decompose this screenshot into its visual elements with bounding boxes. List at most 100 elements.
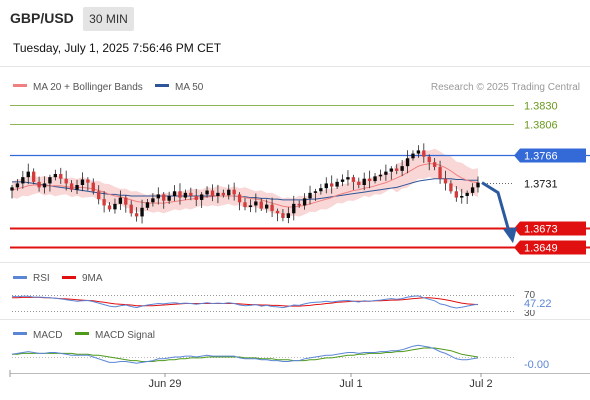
candle-body (313, 191, 318, 193)
candle-body (91, 182, 95, 192)
candle-body (189, 192, 193, 196)
candle-body (75, 185, 79, 190)
rsi-legend-label: RSI (33, 273, 50, 284)
forecast-arrow (481, 181, 512, 236)
candle-body (237, 194, 242, 203)
candle-body (162, 194, 166, 201)
macd-legend-label: MACD (33, 330, 62, 341)
candle-body (59, 174, 63, 179)
candle-body (432, 162, 437, 167)
level-label: 1.3673 (524, 224, 558, 236)
x-tick-label: Jul 1 (339, 378, 362, 390)
level-tag (514, 240, 586, 255)
candle-body (113, 203, 117, 210)
x-tick-label: Jun 29 (148, 378, 181, 390)
candle-body (319, 188, 323, 192)
candle-body (172, 191, 177, 196)
candle-body (156, 194, 160, 199)
ma50-line (12, 178, 478, 201)
candle-body (308, 192, 312, 199)
rsi-ma-legend-swatch (62, 276, 76, 279)
candle-body (422, 150, 426, 157)
candle-body (427, 156, 431, 163)
candle-body (367, 178, 372, 182)
candle-body (232, 189, 236, 195)
ma20-line (11, 163, 479, 208)
candle-body (31, 171, 36, 182)
candles (10, 143, 480, 224)
rsi-ma-line (12, 296, 479, 307)
datetime-label: Tuesday, July 1, 2025 7:56:46 PM CET (13, 41, 222, 55)
candle-body (80, 179, 85, 185)
x-tick-label: Jul 2 (469, 378, 492, 390)
candle-body (134, 213, 139, 217)
candle-body (42, 183, 47, 188)
forecast-arrow-head (503, 227, 517, 244)
candle-body (281, 213, 285, 218)
candle-body (373, 176, 377, 182)
macd-signal-legend-swatch (75, 332, 89, 335)
x-axis-ticks: Jun 29 Jul 1 Jul 2 (9, 370, 493, 390)
candle-body (357, 181, 361, 185)
ma20-legend-label: MA 20 + Bollinger Bands (33, 82, 143, 93)
candle-body (64, 178, 68, 184)
level-label: 1.3766 (524, 151, 558, 163)
candle-body (259, 201, 263, 209)
candle-body (330, 183, 334, 187)
macd-signal-line (12, 347, 479, 362)
candle-body (438, 166, 442, 179)
rsi-line (11, 295, 479, 309)
candle-body (405, 158, 410, 167)
candle-body (476, 182, 480, 188)
timeframe-button[interactable]: 30 MIN (83, 7, 134, 31)
level-label: 1.3649 (524, 243, 558, 255)
candle-body (411, 153, 415, 159)
candle-body (335, 181, 339, 187)
candle-body (151, 198, 155, 203)
macd-line (11, 344, 479, 364)
rsi-tick-70: 70 (524, 290, 536, 301)
candle-body (15, 183, 20, 188)
candle-body (302, 198, 307, 206)
candle-body (275, 210, 280, 214)
candle-body (21, 177, 25, 184)
credit-text: Research © 2025 Trading Central (431, 82, 580, 93)
candle-body (465, 192, 469, 196)
level-label: 1.3830 (524, 101, 558, 113)
candle-body (286, 213, 291, 218)
candle-body (53, 174, 58, 178)
symbol-title: GBP/USD (10, 10, 74, 26)
candle-body (124, 197, 128, 205)
candle-body (118, 197, 123, 204)
candle-body (102, 199, 106, 206)
candle-body (145, 202, 150, 208)
candle-body (216, 192, 220, 196)
candle-body (221, 192, 226, 196)
candle-body (460, 196, 464, 198)
candle-body (210, 190, 215, 196)
candle-body (48, 177, 52, 184)
level-label: 1.3731 (524, 179, 558, 191)
rsi-tick-30: 30 (524, 308, 536, 319)
candle-body (324, 183, 328, 189)
candle-body (389, 168, 393, 172)
candle-body (140, 207, 144, 217)
candle-body (292, 203, 296, 214)
candle-body (340, 179, 345, 182)
bollinger-band (12, 148, 478, 217)
candle-body (178, 191, 182, 198)
candle-body (400, 166, 404, 171)
candle-body (470, 187, 475, 193)
ma50-legend-label: MA 50 (175, 82, 204, 93)
candle-body (26, 171, 30, 178)
rsi-last-value: 47.22 (524, 298, 552, 310)
candle-body (351, 177, 356, 182)
candle-body (264, 204, 269, 209)
rsi-value-bg (520, 298, 560, 310)
candle-body (37, 181, 41, 188)
candle-body (346, 177, 350, 180)
candle-body (194, 196, 198, 200)
candle-body (254, 201, 258, 206)
